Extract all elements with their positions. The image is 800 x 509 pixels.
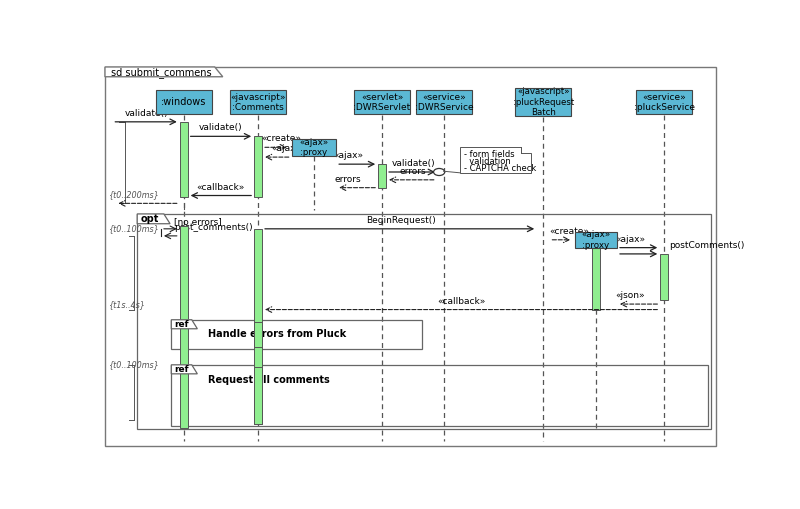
- Text: ref: ref: [174, 364, 189, 374]
- Text: post_comments(): post_comments(): [174, 223, 253, 232]
- Text: - CAPTCHA check: - CAPTCHA check: [464, 164, 536, 173]
- Text: BeginRequest(): BeginRequest(): [366, 216, 435, 225]
- Bar: [171, 320, 422, 349]
- FancyBboxPatch shape: [592, 248, 600, 309]
- Polygon shape: [138, 214, 170, 224]
- FancyBboxPatch shape: [254, 322, 262, 347]
- Text: opt: opt: [140, 214, 158, 223]
- Text: ref: ref: [174, 320, 189, 329]
- Text: {t0..200ms}: {t0..200ms}: [108, 190, 159, 200]
- Text: «service»
:pluckService: «service» :pluckService: [634, 93, 694, 112]
- Text: - form fields: - form fields: [464, 151, 514, 159]
- FancyBboxPatch shape: [180, 225, 188, 428]
- Polygon shape: [171, 320, 198, 329]
- Text: errors: errors: [400, 167, 426, 176]
- FancyBboxPatch shape: [515, 88, 571, 117]
- Text: validate(): validate(): [391, 159, 435, 168]
- Text: validate(): validate(): [199, 123, 242, 132]
- Text: Handle errors from Pluck: Handle errors from Pluck: [209, 329, 346, 340]
- FancyBboxPatch shape: [354, 91, 410, 114]
- Text: errors: errors: [334, 175, 362, 184]
- FancyBboxPatch shape: [291, 139, 336, 156]
- FancyBboxPatch shape: [660, 254, 668, 300]
- Text: validation: validation: [464, 157, 510, 166]
- Text: «ajax»: «ajax»: [333, 151, 363, 160]
- Circle shape: [434, 168, 445, 176]
- FancyBboxPatch shape: [230, 91, 286, 114]
- Text: «callback»: «callback»: [437, 297, 486, 305]
- Text: {t0..100ms}: {t0..100ms}: [108, 360, 159, 369]
- Text: «ajax»
:proxy: «ajax» :proxy: [299, 137, 329, 157]
- FancyBboxPatch shape: [254, 229, 262, 423]
- Text: «callback»: «callback»: [197, 183, 245, 191]
- FancyBboxPatch shape: [416, 91, 472, 114]
- FancyBboxPatch shape: [180, 122, 188, 197]
- Text: «create»: «create»: [262, 134, 302, 144]
- FancyBboxPatch shape: [254, 367, 262, 425]
- Bar: [138, 214, 710, 430]
- FancyBboxPatch shape: [156, 91, 211, 114]
- Text: {t1s..4s}: {t1s..4s}: [108, 301, 145, 309]
- Text: Request all comments: Request all comments: [209, 375, 330, 385]
- Text: validate(): validate(): [125, 109, 168, 118]
- Text: «ajax»: «ajax»: [271, 144, 301, 153]
- Text: «javascript»
:Comments: «javascript» :Comments: [230, 93, 286, 112]
- Text: postComments(): postComments(): [669, 241, 745, 250]
- Polygon shape: [171, 365, 198, 374]
- FancyBboxPatch shape: [575, 232, 617, 248]
- Bar: [171, 365, 707, 427]
- Text: [no errors]: [no errors]: [174, 217, 222, 226]
- FancyBboxPatch shape: [378, 164, 386, 188]
- Text: «ajax»
:proxy: «ajax» :proxy: [582, 230, 610, 249]
- Text: «ajax»: «ajax»: [615, 235, 645, 244]
- Polygon shape: [105, 67, 222, 77]
- Text: {t0..100ms}: {t0..100ms}: [108, 224, 159, 233]
- Polygon shape: [459, 147, 531, 173]
- Text: «servlet»
:DWRServlet: «servlet» :DWRServlet: [354, 93, 410, 112]
- Text: «create»: «create»: [550, 227, 590, 236]
- FancyBboxPatch shape: [254, 136, 262, 197]
- Text: sd submit_commens: sd submit_commens: [111, 67, 212, 77]
- FancyBboxPatch shape: [636, 91, 692, 114]
- Text: :windows: :windows: [161, 97, 206, 107]
- Text: «service»
:DWRService: «service» :DWRService: [414, 93, 474, 112]
- Text: «javascript»
:pluckRequest
Batch: «javascript» :pluckRequest Batch: [513, 88, 574, 117]
- Text: «json»: «json»: [615, 291, 645, 300]
